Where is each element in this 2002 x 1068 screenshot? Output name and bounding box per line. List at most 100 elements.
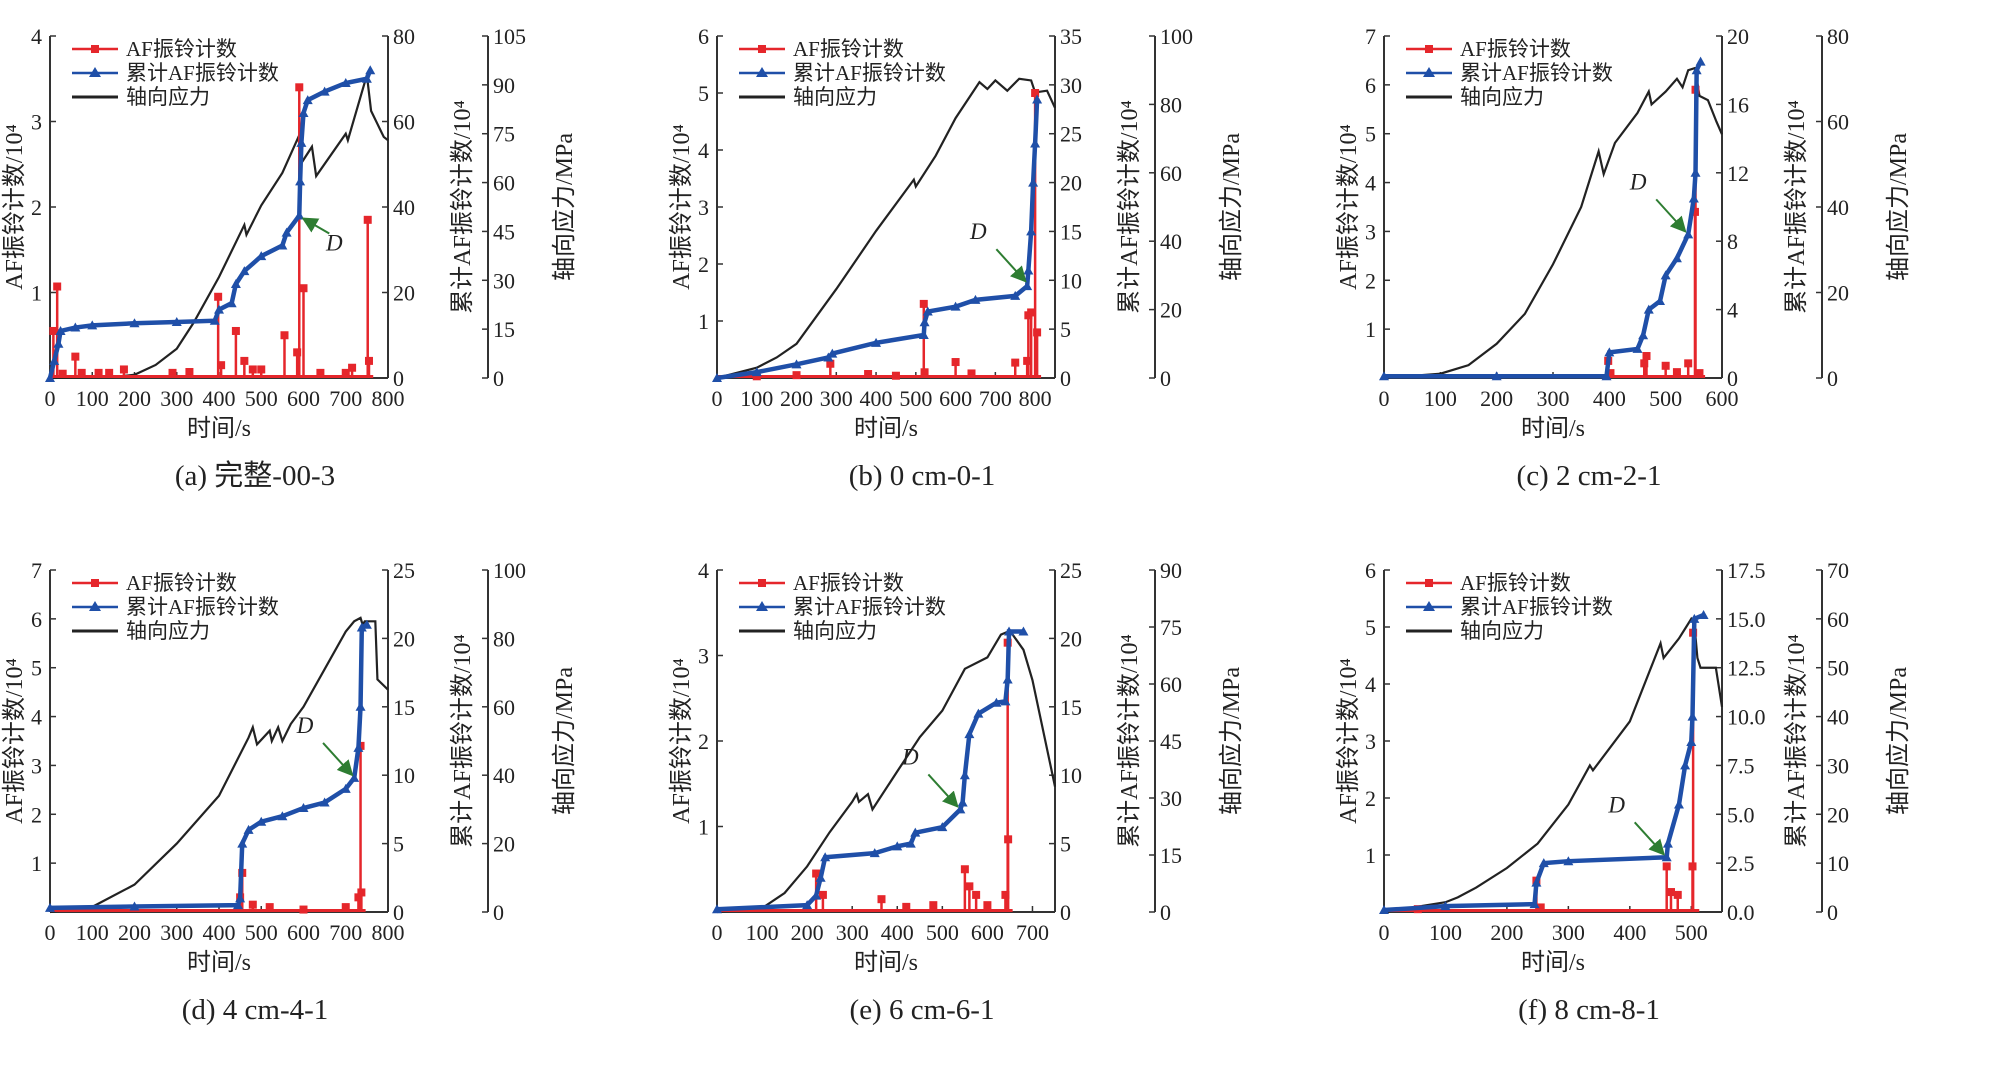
cumulative-point: [349, 772, 360, 782]
x-axis-label: 时间/s: [187, 415, 251, 442]
y3-tick-label: 30: [1160, 786, 1182, 811]
y1-tick-label: 5: [1365, 615, 1376, 640]
af-point: [363, 215, 372, 224]
y2-tick-label: 30: [1060, 73, 1082, 98]
y1-tick-label: 1: [1365, 317, 1376, 342]
af-point: [231, 326, 240, 335]
y1-axis-label: AF振铃计数/10⁴: [668, 658, 695, 824]
legend-marker: [756, 67, 768, 77]
y3-tick-label: 40: [1827, 705, 1849, 730]
cumulative-point: [1028, 177, 1039, 187]
cumulative-point: [970, 294, 981, 304]
af-point: [248, 365, 257, 374]
cumulative-point: [1688, 193, 1699, 203]
y1-tick-label: 6: [1365, 73, 1376, 98]
cumulative-point: [55, 325, 66, 335]
x-tick-label: 200: [118, 386, 151, 411]
stress-line: [49, 616, 389, 914]
y3-tick-label: 15: [493, 317, 515, 342]
af-point: [818, 890, 827, 899]
af-point: [119, 365, 128, 374]
y2-tick-label: 15: [393, 695, 415, 720]
y1-tick-label: 5: [698, 81, 709, 106]
y2-tick-label: 15: [1060, 219, 1082, 244]
y1-tick-label: 6: [1365, 558, 1376, 583]
cumulative-point: [45, 902, 55, 912]
panel-caption: (a) 完整-00-3: [175, 459, 335, 492]
legend-marker: [758, 579, 766, 587]
af-point: [920, 368, 929, 377]
x-tick-label: 500: [245, 386, 278, 411]
af-point: [316, 368, 325, 377]
cumulative-point: [1662, 838, 1673, 848]
x-tick-label: 0: [712, 386, 723, 411]
af-point: [972, 890, 981, 899]
x-tick-label: 700: [329, 920, 362, 945]
x-tick-label: 500: [926, 920, 959, 945]
cumulative-point: [237, 838, 248, 848]
cumulative-point: [230, 278, 241, 288]
panel-caption: (f) 8 cm-8-1: [1518, 994, 1660, 1026]
af-point: [185, 368, 194, 377]
x-tick-label: 0: [712, 920, 723, 945]
y3-tick-label: 70: [1827, 558, 1849, 583]
x-tick-label: 400: [860, 386, 893, 411]
cumulative-point: [281, 227, 292, 237]
y3-axis-label: 轴向应力/MPa: [1218, 667, 1245, 815]
chart-panel: 0 100 200 300 400 500 600 700 800123456705101520…: [1, 558, 578, 1026]
cumulative-point: [922, 306, 933, 316]
cumulative-point: [233, 900, 244, 910]
legend-label-af: AF振铃计数: [126, 37, 237, 61]
af-point: [49, 326, 58, 335]
af-point: [1033, 328, 1042, 337]
af-point: [94, 368, 103, 377]
af-point: [299, 284, 308, 293]
legend-label-stress: 轴向应力: [126, 85, 210, 109]
af-point: [1606, 369, 1615, 378]
x-tick-label: 100: [1424, 386, 1457, 411]
stress-line: [49, 74, 389, 380]
af-point: [965, 882, 974, 891]
y2-tick-label: 12: [1727, 161, 1749, 186]
cumulative-point: [905, 838, 916, 848]
cumulative-point: [910, 827, 921, 837]
cumulative-point: [957, 797, 968, 807]
af-point: [1684, 359, 1693, 368]
x-tick-label: 500: [899, 386, 932, 411]
cumulative-point: [973, 708, 984, 718]
cumulative-point: [340, 78, 351, 88]
y1-tick-label: 4: [31, 705, 42, 730]
y2-tick-label: 20: [1727, 24, 1749, 49]
legend-marker: [89, 67, 101, 77]
af-point: [214, 292, 223, 301]
y1-tick-label: 1: [698, 309, 709, 334]
y2-axis-label: 累计AF振铃计数/10⁴: [449, 634, 476, 848]
cumulative-point: [1563, 856, 1574, 866]
x-tick-label: 0: [1379, 920, 1390, 945]
y3-axis-label: 轴向应力/MPa: [1218, 133, 1245, 281]
stress-line: [716, 629, 1057, 914]
cumulative-point: [937, 822, 948, 832]
cumulative-point: [820, 852, 831, 862]
af-point: [341, 903, 350, 912]
y2-tick-label: 4: [1727, 298, 1738, 323]
legend-label-cumulative: 累计AF振铃计数: [1460, 595, 1613, 619]
y2-tick-label: 20: [1060, 171, 1082, 196]
x-tick-label: 800: [1019, 386, 1052, 411]
x-tick-label: 200: [1480, 386, 1513, 411]
af-point: [864, 370, 873, 379]
y1-tick-label: 7: [31, 558, 42, 583]
y2-axis-label: 累计AF振铃计数/10⁴: [1116, 100, 1143, 314]
y1-axis-label: AF振铃计数/10⁴: [1, 124, 28, 290]
af-point: [295, 83, 304, 92]
cumulative-point: [1655, 296, 1666, 306]
x-tick-label: 0: [45, 920, 56, 945]
y3-tick-label: 90: [493, 73, 515, 98]
y3-tick-label: 45: [493, 219, 515, 244]
legend-label-stress: 轴向应力: [793, 85, 877, 109]
y2-tick-label: 5: [1060, 832, 1071, 857]
stress-line: [1383, 616, 1724, 914]
d-arrow: [322, 742, 354, 777]
